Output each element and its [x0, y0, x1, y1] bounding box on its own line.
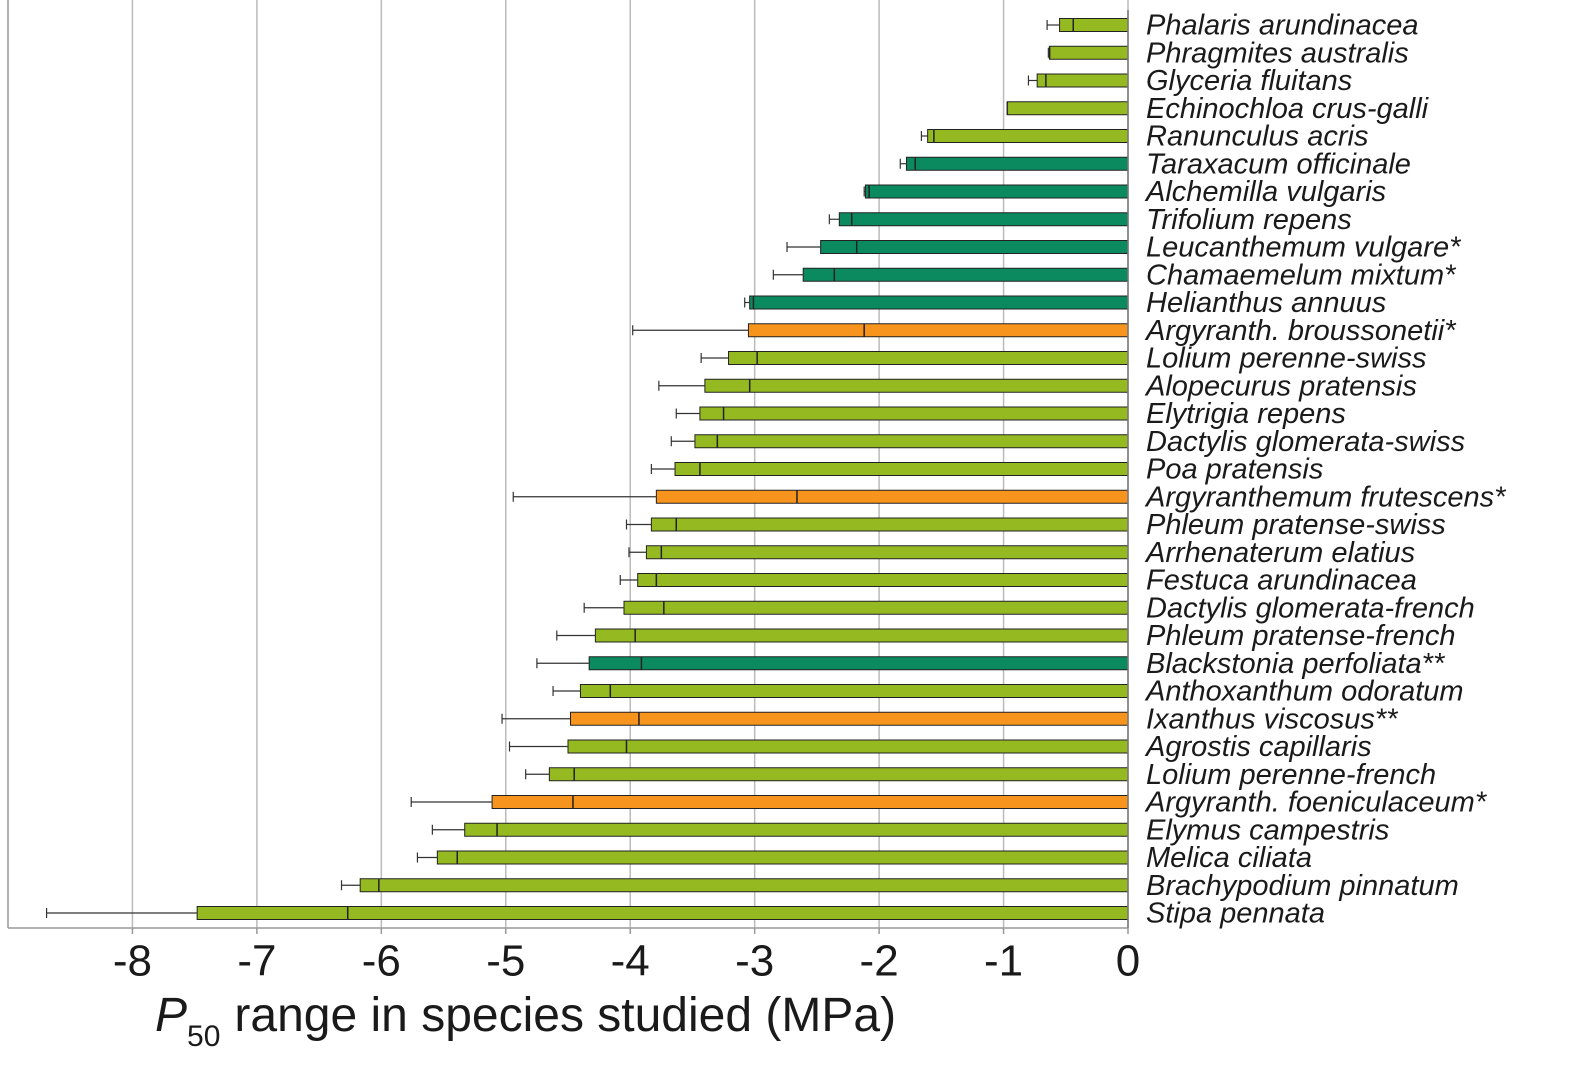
x-tick-label: -5 [486, 937, 525, 986]
bar [927, 129, 1129, 143]
category-label: Melica ciliata [1146, 842, 1312, 874]
category-label: Trifolium repens [1146, 204, 1352, 236]
category-label: Helianthus annuus [1146, 287, 1386, 319]
bar [1059, 18, 1129, 32]
bar [905, 156, 1129, 171]
category-label: Elymus campestris [1146, 814, 1389, 846]
bar [623, 600, 1129, 615]
bar [650, 517, 1129, 532]
bar [749, 295, 1129, 310]
x-tick-label: -8 [113, 937, 152, 986]
x-label: P50 range in species studied (MPa) [155, 989, 896, 1053]
x-tick-label: -1 [984, 937, 1023, 986]
bar [548, 767, 1129, 782]
category-label: Dactylis glomerata-french [1146, 592, 1475, 624]
category-label: Phleum pratense-swiss [1146, 509, 1446, 541]
bar [747, 323, 1129, 338]
bar [567, 739, 1129, 754]
category-label: Phragmites australis [1146, 37, 1409, 69]
category-label: Argyranth. broussonetii* [1144, 315, 1457, 347]
x-label-symbol: P [155, 989, 187, 1042]
category-label: Stipa pennata [1146, 898, 1325, 930]
bar [359, 878, 1129, 893]
bar [820, 240, 1129, 254]
category-label: Lolium perenne-french [1146, 759, 1436, 791]
category-label: Taraxacum officinale [1146, 148, 1411, 180]
bar [728, 351, 1129, 365]
category-label: Brachypodium pinnatum [1146, 870, 1459, 902]
x-label-text: range in species studied (MPa) [234, 989, 896, 1042]
bar [704, 378, 1129, 393]
category-label: Festuca arundinacea [1146, 565, 1417, 597]
bar [637, 573, 1129, 587]
bar [1049, 45, 1129, 60]
x-tick-label: -7 [237, 937, 276, 986]
x-tick-label: -6 [362, 937, 401, 986]
bar [594, 628, 1129, 643]
category-label: Dactylis glomerata-swiss [1146, 426, 1465, 458]
category-label: Lolium perenne-swiss [1146, 343, 1426, 375]
x-label-subscript: 50 [187, 1020, 220, 1053]
category-label: Chamaemelum mixtum* [1146, 259, 1457, 291]
bar [864, 184, 1129, 199]
bar [569, 711, 1129, 726]
category-label: Leucanthemum vulgare* [1146, 232, 1462, 264]
bar [579, 684, 1129, 698]
category-label: Blackstonia perfoliata** [1146, 648, 1446, 680]
category-label: Elytrigia repens [1146, 398, 1346, 430]
bar [802, 267, 1129, 282]
x-tick-label: -2 [860, 937, 899, 986]
bar [699, 406, 1129, 421]
category-label: Argyranthemum frutescens* [1144, 481, 1507, 513]
category-label: Phalaris arundinacea [1146, 10, 1418, 42]
bar [674, 462, 1129, 476]
category-label: Echinochloa crus-galli [1146, 93, 1430, 125]
bar [694, 434, 1129, 449]
category-label: Alopecurus pratensis [1144, 370, 1417, 402]
bar [655, 489, 1129, 504]
bar [464, 822, 1129, 837]
bar [1006, 101, 1129, 116]
bar [491, 795, 1129, 809]
category-label: Argyranth. foeniculaceum* [1144, 787, 1488, 819]
category-label: Alchemilla vulgaris [1144, 176, 1386, 208]
category-label: Anthoxanthum odoratum [1144, 676, 1464, 708]
category-label: Ixanthus viscosus** [1146, 703, 1399, 735]
bar [436, 850, 1129, 865]
x-tick-label: -4 [611, 937, 650, 986]
bar [196, 906, 1129, 920]
bar [838, 212, 1129, 227]
category-label: Arrhenaterum elatius [1144, 537, 1415, 569]
category-label: Phleum pratense-french [1146, 620, 1456, 652]
category-label: Poa pratensis [1146, 454, 1323, 486]
bar [588, 656, 1129, 671]
category-label: Glyceria fluitans [1146, 65, 1352, 97]
x-tick-label: 0 [1116, 937, 1140, 986]
category-label: Agrostis capillaris [1144, 731, 1372, 763]
category-label: Ranunculus acris [1146, 121, 1368, 153]
bar [1036, 73, 1129, 88]
x-tick-label: -3 [735, 937, 774, 986]
bar [645, 545, 1129, 560]
